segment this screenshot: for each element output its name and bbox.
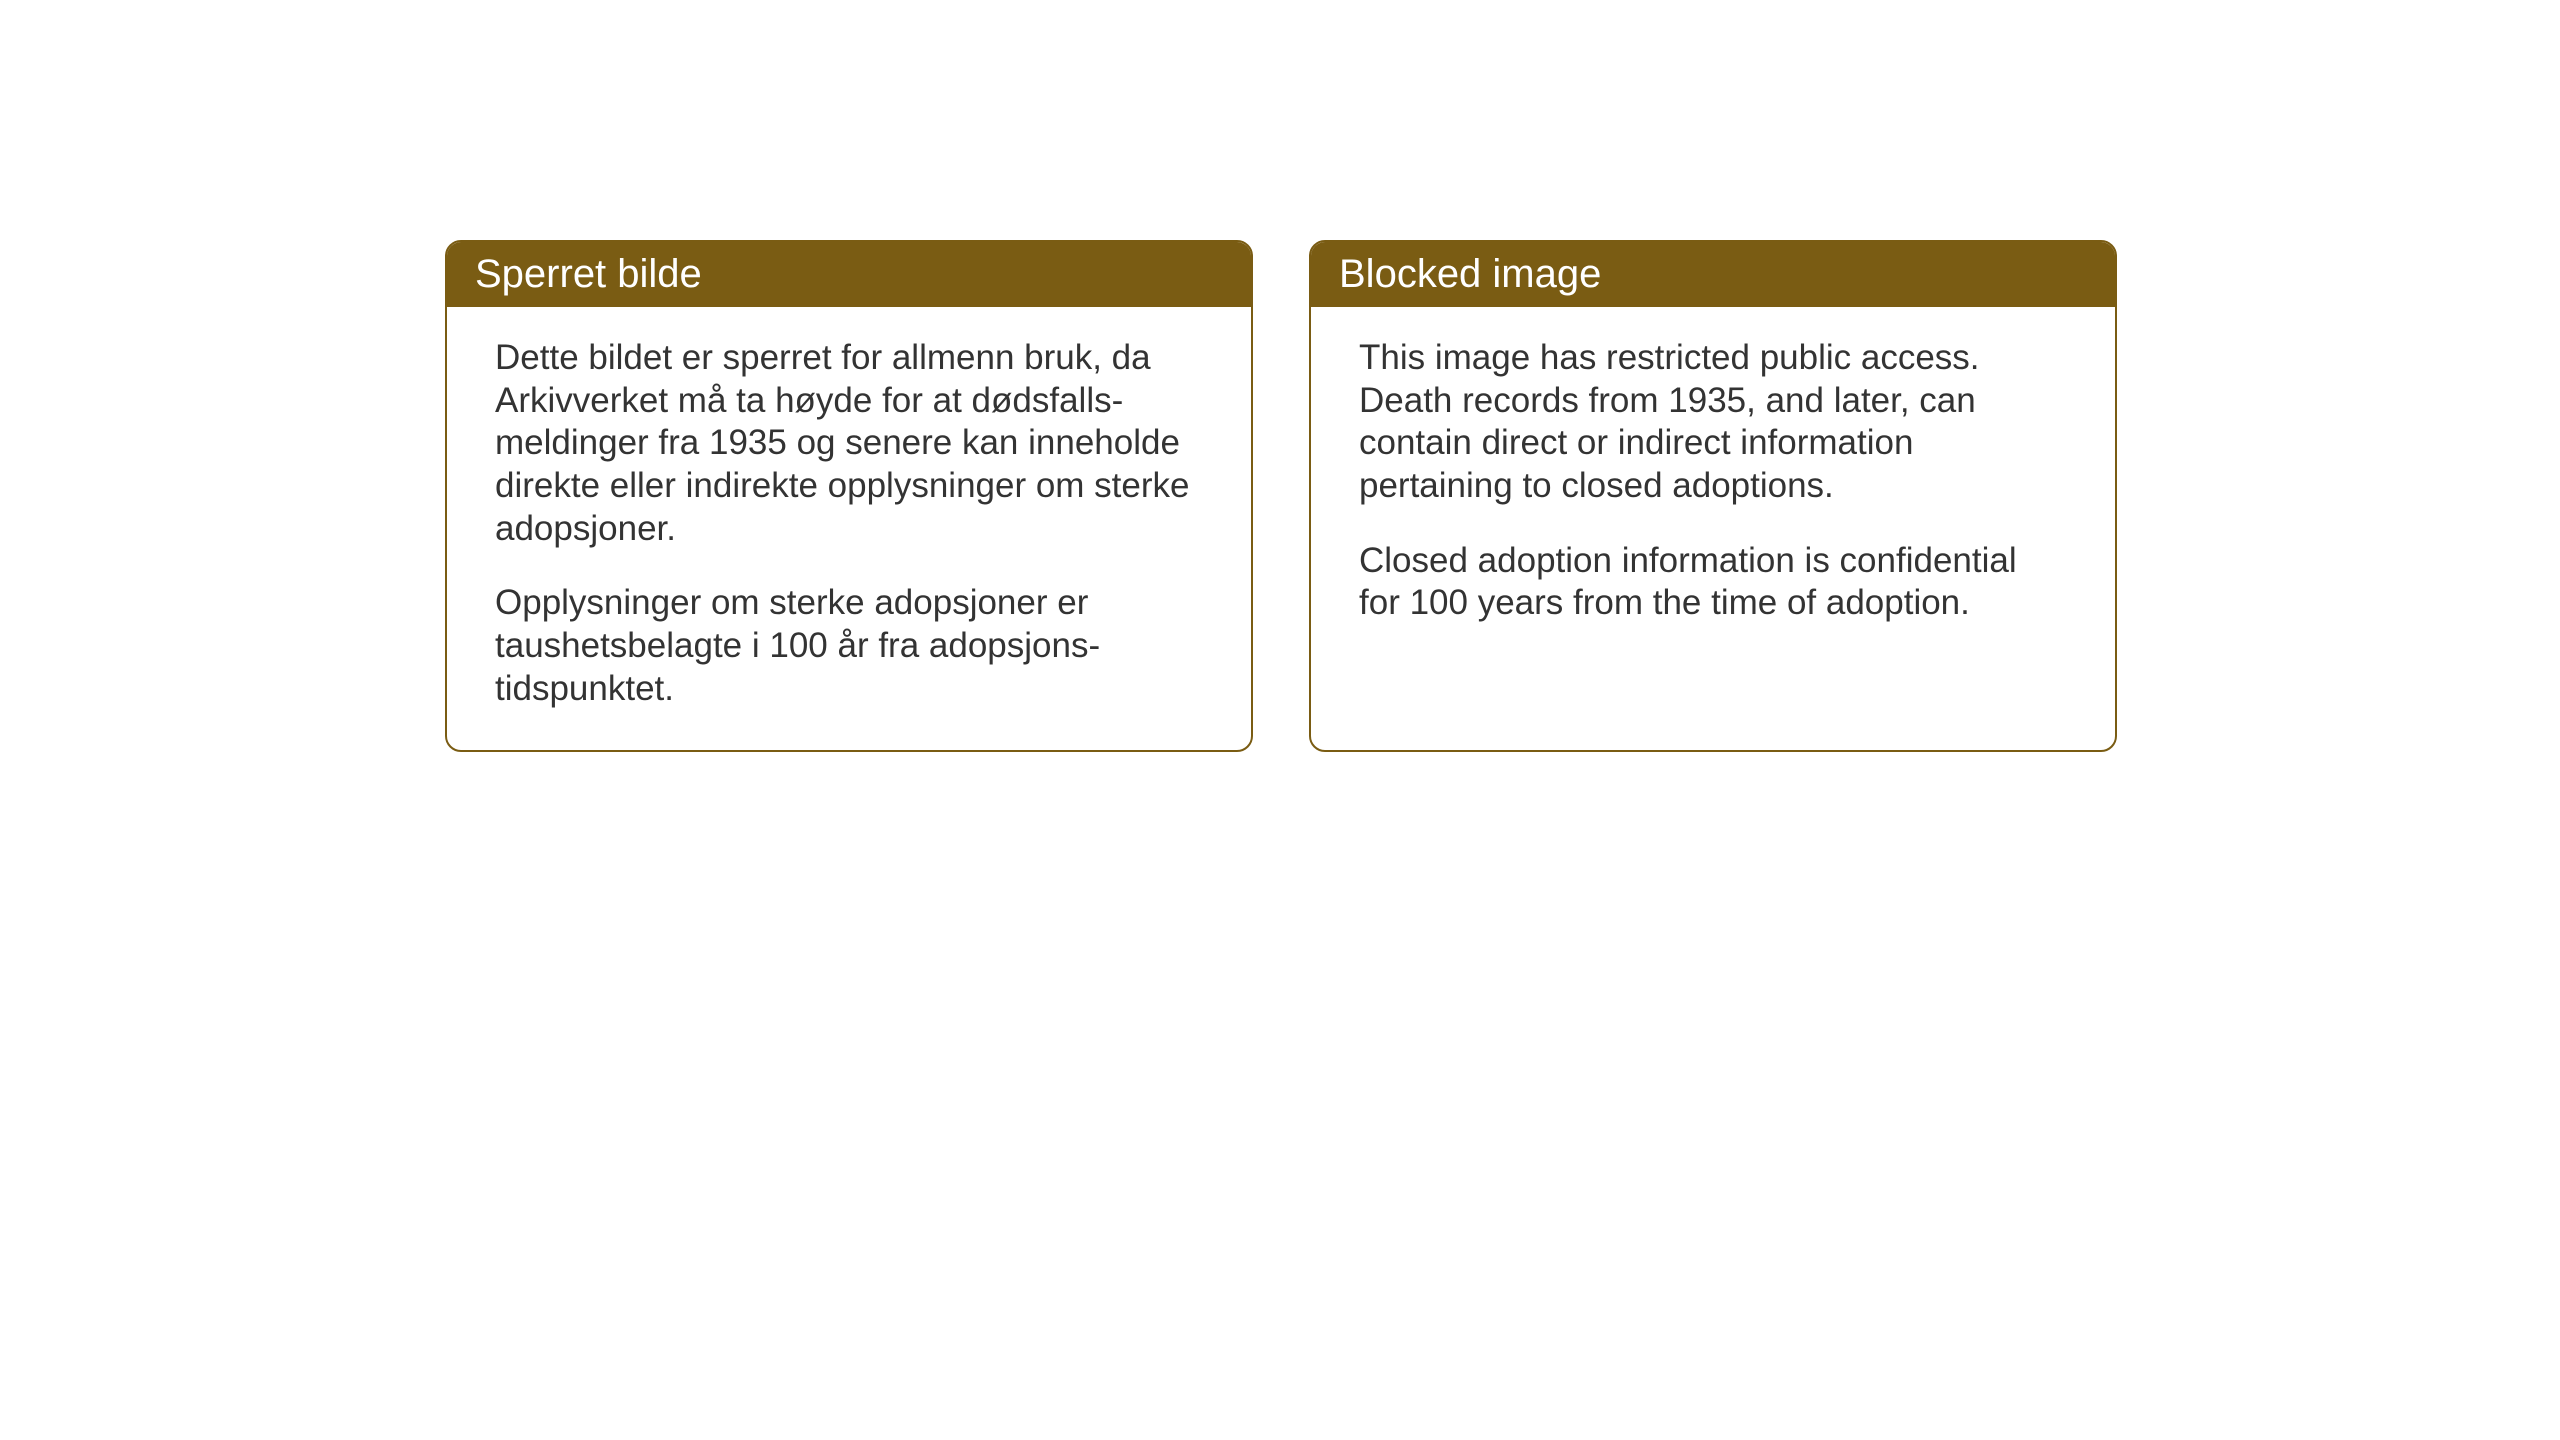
card-body-english: This image has restricted public access.…	[1311, 307, 2115, 663]
notice-container: Sperret bilde Dette bildet er sperret fo…	[445, 240, 2117, 752]
notice-card-english: Blocked image This image has restricted …	[1309, 240, 2117, 752]
notice-card-norwegian: Sperret bilde Dette bildet er sperret fo…	[445, 240, 1253, 752]
notice-paragraph-2-english: Closed adoption information is confident…	[1359, 540, 2067, 625]
notice-paragraph-2-norwegian: Opplysninger om sterke adopsjoner er tau…	[495, 582, 1203, 710]
notice-paragraph-1-norwegian: Dette bildet er sperret for allmenn bruk…	[495, 337, 1203, 550]
notice-paragraph-1-english: This image has restricted public access.…	[1359, 337, 2067, 508]
card-body-norwegian: Dette bildet er sperret for allmenn bruk…	[447, 307, 1251, 749]
card-header-norwegian: Sperret bilde	[447, 242, 1251, 307]
card-header-english: Blocked image	[1311, 242, 2115, 307]
